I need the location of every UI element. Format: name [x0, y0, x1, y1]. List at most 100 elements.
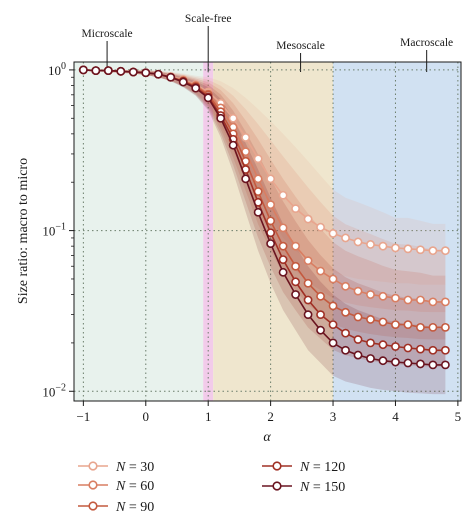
data-point	[316, 325, 325, 335]
data-point	[353, 286, 363, 296]
legend-label: N = 150	[299, 480, 345, 495]
data-point	[241, 174, 251, 184]
data-point	[366, 240, 375, 249]
data-point	[416, 359, 425, 369]
data-point	[403, 320, 413, 330]
data-point	[341, 328, 350, 338]
legend-marker	[88, 461, 98, 471]
data-point	[278, 255, 288, 264]
data-point	[278, 267, 288, 277]
band-n-30	[83, 69, 446, 285]
data-point	[278, 223, 288, 233]
data-point	[116, 66, 126, 76]
data-point	[266, 174, 276, 184]
data-point	[440, 297, 450, 307]
data-point	[378, 241, 388, 251]
data-point	[428, 345, 438, 355]
data-point	[291, 277, 300, 287]
data-point	[353, 312, 363, 322]
data-point	[266, 239, 276, 248]
legend-marker	[88, 480, 98, 490]
data-point	[141, 68, 151, 78]
data-point	[303, 310, 313, 320]
data-point	[291, 290, 300, 299]
data-point	[428, 322, 438, 332]
data-point	[266, 200, 276, 210]
data-point	[366, 354, 375, 363]
data-point	[341, 345, 350, 355]
x-tick-label: 5	[455, 409, 462, 424]
legend-label: N = 120	[299, 460, 345, 475]
legend-marker	[272, 461, 282, 471]
data-point	[266, 216, 276, 226]
legend-item-n-120: N = 120	[262, 460, 345, 475]
y-axis-label: Size ratio: macro to micro	[16, 158, 31, 304]
data-point	[416, 295, 425, 305]
data-point	[316, 310, 325, 320]
data-point	[303, 278, 313, 288]
data-point	[228, 113, 238, 123]
legend-item-n-90: N = 90	[78, 500, 154, 515]
data-point	[328, 301, 338, 311]
legend-item-n-60: N = 60	[78, 479, 154, 494]
data-point	[416, 344, 425, 354]
data-point	[316, 222, 325, 232]
data-point	[128, 67, 138, 77]
data-point	[303, 214, 313, 224]
data-point	[366, 290, 375, 299]
data-point	[253, 174, 263, 184]
axes	[73, 61, 462, 402]
data-point	[303, 295, 313, 305]
x-tick-label: 2	[267, 409, 274, 424]
data-point	[166, 72, 176, 82]
data-point	[403, 358, 413, 368]
data-point	[378, 317, 388, 327]
data-point	[291, 204, 300, 214]
region-scale-free	[203, 62, 214, 401]
data-point	[191, 83, 201, 93]
series-n-150	[78, 65, 450, 370]
x-tick-label: 0	[143, 409, 150, 424]
data-series	[78, 65, 450, 370]
region-microscale	[74, 62, 204, 401]
data-point	[328, 274, 338, 284]
plot-frame	[73, 61, 462, 402]
legend-label: N = 90	[115, 500, 154, 515]
legend-label: N = 60	[115, 479, 154, 494]
data-point	[403, 244, 413, 254]
data-point	[178, 77, 188, 87]
legend-marker	[272, 481, 282, 491]
data-point	[341, 307, 350, 317]
data-point	[91, 66, 101, 76]
legend-label: N = 30	[115, 460, 154, 475]
region-label-microscale: Microscale	[82, 28, 133, 40]
data-point	[391, 243, 400, 253]
y-tick-label: 10−1	[42, 222, 66, 239]
data-point	[291, 261, 300, 271]
data-point	[228, 140, 238, 150]
region-label-mesoscale: Mesoscale	[276, 40, 325, 52]
data-point	[303, 256, 313, 266]
data-point	[378, 291, 388, 301]
data-point	[353, 350, 363, 360]
x-tick-label: 1	[205, 409, 212, 424]
x-tick-label: 3	[330, 409, 337, 424]
data-point	[366, 338, 375, 348]
data-point	[440, 360, 450, 370]
region-label-scale-free: Scale-free	[185, 13, 232, 25]
data-point	[253, 154, 263, 164]
data-point	[328, 229, 338, 238]
tick-labels: −1 0 1 2 3 4 5 100 10−1 10−2	[42, 61, 461, 424]
data-point	[391, 293, 400, 303]
data-point	[378, 356, 388, 366]
data-point	[328, 320, 338, 330]
data-point	[416, 245, 425, 255]
data-point	[341, 233, 350, 243]
region-backgrounds	[74, 62, 461, 401]
data-point	[378, 340, 388, 350]
legend: N = 30 N = 60 N = 90 N = 120 N = 150	[78, 460, 345, 515]
data-point	[341, 281, 350, 291]
data-point	[103, 66, 113, 76]
data-point	[241, 133, 251, 142]
data-point	[316, 266, 325, 276]
